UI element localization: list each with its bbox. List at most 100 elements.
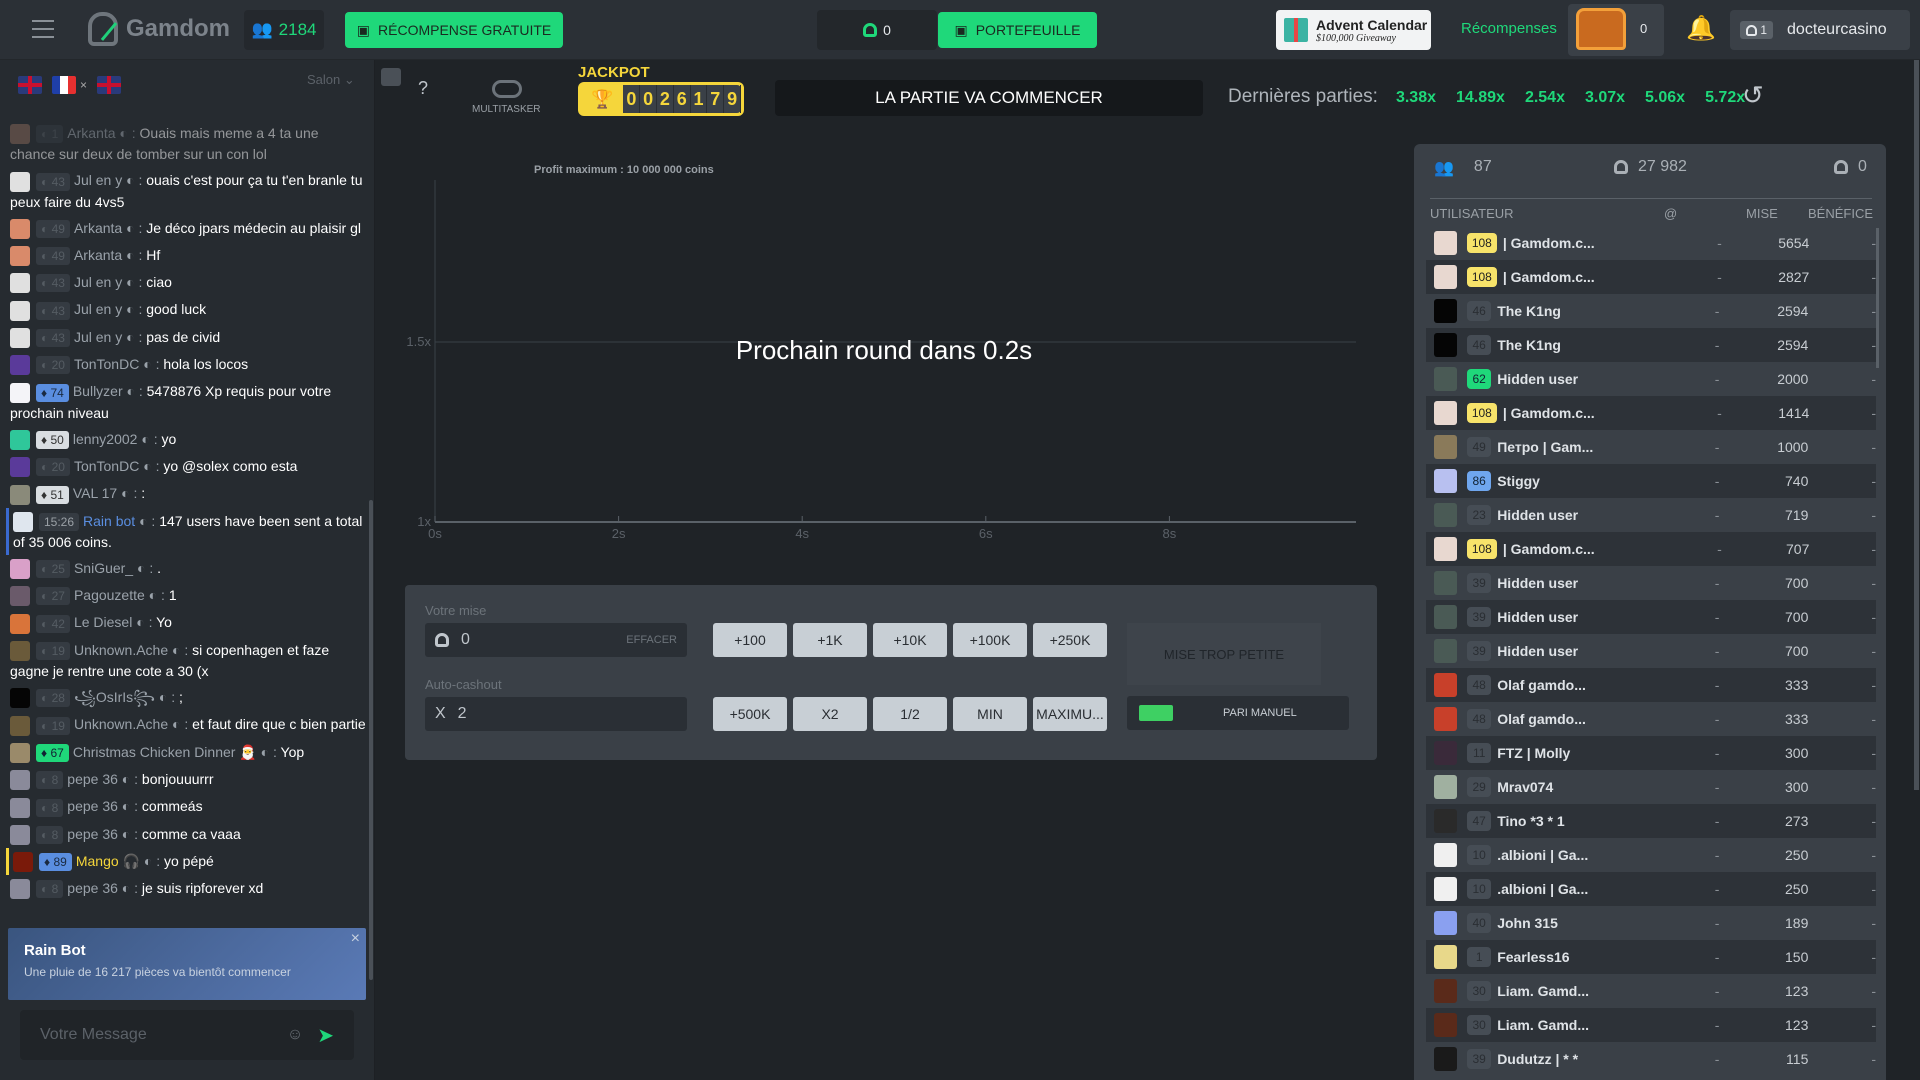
free-reward-button[interactable]: ▣ RÉCOMPENSE GRATUITE — [345, 12, 563, 48]
quick-bet-button[interactable]: MAXIMU... — [1033, 697, 1107, 731]
place-bet-button[interactable]: MISE TROP PETITE — [1127, 623, 1321, 685]
chat-toggle-icon[interactable] — [381, 68, 401, 86]
quick-bet-button[interactable]: +100K — [953, 623, 1027, 657]
room-select[interactable]: Salon ⌄ — [307, 72, 355, 88]
username[interactable]: pepe 36 — [67, 798, 118, 815]
username[interactable]: pepe 36 — [67, 825, 118, 842]
avatar[interactable] — [1434, 435, 1458, 459]
username[interactable]: Jul en y — [73, 172, 123, 189]
avatar[interactable] — [10, 300, 30, 321]
username[interactable]: Bullyzer — [72, 383, 123, 400]
multitasker-toggle[interactable] — [492, 80, 522, 98]
avatar[interactable] — [10, 246, 30, 267]
avatar[interactable] — [10, 688, 30, 709]
avatar[interactable] — [10, 613, 30, 634]
avatar[interactable] — [13, 511, 33, 532]
send-icon[interactable]: ➤ — [317, 1024, 334, 1047]
player-name[interactable]: Hidden user — [1497, 371, 1579, 387]
avatar[interactable] — [1434, 673, 1458, 697]
avatar[interactable] — [10, 124, 30, 145]
username[interactable]: SniGuer_ — [73, 559, 134, 576]
username[interactable]: ꧁OsIrIs꧂ — [73, 689, 156, 706]
player-name[interactable]: | Gamdom.c... — [1502, 541, 1595, 557]
quick-bet-button[interactable]: 1/2 — [873, 697, 947, 731]
last-game-multiplier[interactable]: 14.89x — [1456, 89, 1505, 106]
avatar[interactable] — [10, 879, 30, 900]
player-name[interactable]: Stiggy — [1497, 473, 1540, 489]
avatar[interactable] — [1434, 945, 1458, 969]
quick-bet-button[interactable]: +250K — [1033, 623, 1107, 657]
username[interactable]: pepe 36 — [67, 880, 118, 897]
avatar[interactable] — [1434, 503, 1458, 527]
player-name[interactable]: Mrav074 — [1497, 779, 1554, 795]
player-name[interactable]: | Gamdom.c... — [1502, 235, 1595, 251]
page-scrollbar[interactable] — [1914, 60, 1919, 790]
help-icon[interactable]: ? — [418, 78, 429, 98]
username[interactable]: VAL 17 — [72, 485, 118, 502]
avatar[interactable] — [10, 715, 30, 736]
last-game-multiplier[interactable]: 2.54x — [1524, 89, 1565, 106]
username[interactable]: TonTonDC — [73, 356, 140, 373]
player-name[interactable]: FTZ | Molly — [1497, 745, 1571, 761]
emoji-icon[interactable]: ☺ — [286, 1026, 304, 1043]
player-name[interactable]: Olaf gamdo... — [1497, 677, 1586, 693]
username[interactable]: Arkanta — [73, 219, 123, 236]
avatar[interactable] — [1434, 333, 1458, 357]
bet-input[interactable]: 0 EFFACER — [425, 623, 687, 657]
avatar[interactable] — [1434, 741, 1458, 765]
close-icon[interactable]: × — [350, 930, 360, 947]
clear-button[interactable]: EFFACER — [626, 634, 677, 646]
avatar[interactable] — [10, 586, 30, 607]
player-name[interactable]: John 315 — [1497, 915, 1558, 931]
avatar[interactable] — [1434, 809, 1458, 833]
avatar[interactable] — [10, 218, 30, 239]
avatar[interactable] — [10, 457, 30, 478]
avatar[interactable] — [1434, 571, 1458, 595]
username[interactable]: TonTonDC — [73, 457, 140, 474]
last-game-multiplier[interactable]: 5.72x — [1705, 89, 1746, 106]
player-name[interactable]: | Gamdom.c... — [1502, 269, 1595, 285]
close-icon[interactable]: × — [80, 78, 88, 92]
quick-bet-button[interactable]: +10K — [873, 623, 947, 657]
username[interactable]: Unknown.Ache — [73, 641, 169, 658]
avatar[interactable] — [1434, 639, 1458, 663]
avatar[interactable] — [10, 429, 30, 450]
avatar[interactable] — [1434, 877, 1458, 901]
quick-bet-button[interactable]: MIN — [953, 697, 1027, 731]
message-input[interactable]: Votre Message ☺ ➤ — [20, 1010, 354, 1060]
player-name[interactable]: The K1ng — [1497, 337, 1561, 353]
username[interactable]: Christmas Chicken Dinner 🎅 — [72, 743, 257, 760]
last-game-multiplier[interactable]: 5.06x — [1645, 89, 1686, 106]
france-flag-icon[interactable] — [52, 76, 76, 94]
player-name[interactable]: Fearless16 — [1497, 949, 1570, 965]
menu-icon[interactable] — [32, 20, 54, 38]
players-scrollbar[interactable] — [1876, 228, 1879, 368]
player-name[interactable]: Olaf gamdo... — [1497, 711, 1586, 727]
last-game-multiplier[interactable]: 3.38x — [1395, 89, 1436, 106]
username[interactable]: Jul en y — [73, 274, 123, 291]
user-menu[interactable]: 1 docteurcasino — [1730, 10, 1910, 50]
username[interactable]: Arkanta — [73, 246, 123, 263]
logo[interactable]: Gamdom — [88, 12, 230, 46]
avatar[interactable] — [1434, 299, 1458, 323]
avatar[interactable] — [1434, 265, 1457, 289]
avatar[interactable] — [10, 797, 30, 818]
rewards-link[interactable]: Récompenses — [1461, 20, 1557, 37]
username[interactable]: Rain bot — [83, 512, 136, 529]
avatar[interactable] — [1434, 367, 1458, 391]
username[interactable]: Jul en y — [73, 301, 123, 318]
player-name[interactable]: | Gamdom.c... — [1502, 405, 1595, 421]
quick-bet-button[interactable]: X2 — [793, 697, 867, 731]
player-name[interactable]: .albioni | Ga... — [1497, 881, 1589, 897]
username[interactable]: pepe 36 — [67, 770, 118, 787]
username[interactable]: Le Diesel — [73, 614, 133, 631]
player-name[interactable]: Петро | Gam... — [1497, 439, 1594, 455]
jackpot-counter[interactable]: 🏆 0 0 2 6 1 7 9 — [578, 82, 744, 116]
avatar[interactable] — [1434, 707, 1458, 731]
quick-bet-button[interactable]: +100 — [713, 623, 787, 657]
avatar[interactable] — [10, 641, 30, 662]
avatar[interactable] — [10, 328, 30, 349]
avatar[interactable] — [10, 382, 30, 403]
balance[interactable]: 0 — [817, 10, 937, 50]
